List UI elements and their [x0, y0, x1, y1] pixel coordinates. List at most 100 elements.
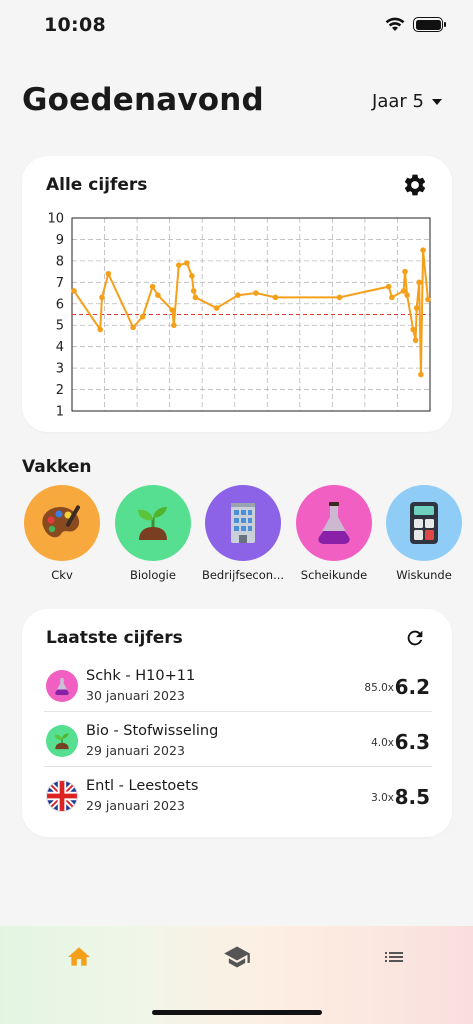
data-point: [385, 283, 392, 290]
data-point: [155, 292, 161, 298]
flask-icon: [46, 670, 78, 702]
data-point: [71, 288, 77, 294]
grade-date: 30 januari 2023: [86, 688, 185, 703]
data-point: [400, 288, 407, 294]
data-point: [99, 294, 105, 301]
data-point: [175, 262, 182, 268]
subject-biologie[interactable]: Biologie: [108, 485, 198, 582]
subject-ckv[interactable]: Ckv: [17, 485, 107, 582]
data-point: [336, 294, 343, 301]
subject-label: Wiskunde: [396, 568, 452, 582]
refresh-icon[interactable]: [404, 627, 426, 649]
data-point: [418, 371, 424, 378]
chart-card-title: Alle cijfers: [46, 175, 148, 195]
header: Goedenavond Jaar 5: [22, 82, 452, 126]
grade-value: 6.2: [394, 675, 430, 699]
data-point: [213, 305, 220, 311]
wifi-icon: [385, 17, 405, 31]
subjects-section-title: Vakken: [22, 457, 92, 477]
data-point: [189, 273, 195, 279]
data-point: [139, 313, 146, 320]
year-selector[interactable]: Jaar 5: [372, 91, 442, 112]
tab-subjects[interactable]: [217, 942, 257, 972]
grade-title: Schk - H10+11: [86, 668, 196, 684]
grade-row[interactable]: Entl - Leestoets 29 januari 2023 3.0x 8.…: [44, 767, 432, 822]
data-point: [190, 288, 197, 294]
y-tick-label: 4: [56, 340, 64, 355]
y-tick-label: 9: [56, 233, 64, 248]
grade-row[interactable]: Bio - Stofwisseling 29 januari 2023 4.0x…: [44, 712, 432, 767]
y-tick-label: 8: [56, 254, 64, 269]
sprout-icon: [46, 725, 78, 757]
year-selector-label: Jaar 5: [372, 91, 424, 112]
uk-flag-icon: [46, 780, 78, 812]
data-point: [420, 247, 426, 253]
sprout-icon: [115, 485, 191, 561]
home-icon: [68, 947, 90, 966]
subject-bedrijfseconomie[interactable]: Bedrijfsecon...: [198, 485, 288, 582]
data-point: [171, 322, 177, 329]
grade-title: Entl - Leestoets: [86, 778, 199, 794]
grade-value: 6.3: [394, 730, 430, 754]
series-line: [73, 249, 429, 376]
grade-row[interactable]: Schk - H10+11 30 januari 2023 85.0x 6.2: [44, 657, 432, 712]
data-point: [389, 294, 395, 301]
data-point: [425, 296, 431, 303]
data-point: [253, 290, 259, 296]
grade-title: Bio - Stofwisseling: [86, 723, 219, 739]
grades-line-chart: 1 2 3 4 5 6 7 8 9 10: [47, 212, 431, 419]
data-point: [416, 279, 422, 286]
data-point: [410, 326, 416, 333]
grade-date: 29 januari 2023: [86, 743, 185, 758]
data-point: [169, 307, 176, 314]
data-point: [272, 294, 279, 301]
subject-label: Ckv: [51, 568, 73, 582]
data-point: [413, 305, 420, 311]
caret-down-icon: [432, 98, 442, 105]
latest-grades-card: Laatste cijfers Schk - H10+11 30 januari…: [22, 609, 452, 837]
data-point: [130, 324, 136, 331]
palette-icon: [24, 485, 100, 561]
subject-label: Bedrijfsecon...: [201, 568, 285, 582]
status-bar: 10:08: [0, 0, 473, 54]
building-icon: [205, 485, 281, 561]
grades-card-title: Laatste cijfers: [46, 628, 183, 648]
grade-value: 8.5: [394, 785, 430, 809]
y-tick-label: 7: [56, 276, 64, 291]
subjects-list: Ckv Biologie Bedri: [0, 485, 473, 585]
y-tick-label: 2: [56, 383, 64, 398]
data-point: [402, 268, 408, 275]
tab-bar: [0, 926, 473, 1024]
data-point: [105, 270, 112, 277]
data-point: [412, 337, 419, 344]
grade-weight: 4.0x: [371, 737, 394, 749]
subject-wiskunde[interactable]: Wiskunde: [379, 485, 469, 582]
grade-weight: 3.0x: [371, 792, 394, 804]
y-tick-label: 6: [56, 297, 64, 312]
y-tick-label: 10: [47, 212, 64, 227]
data-point: [184, 260, 190, 266]
y-tick-label: 1: [56, 405, 64, 419]
tab-list[interactable]: [374, 942, 414, 972]
status-time: 10:08: [44, 14, 106, 36]
gear-icon[interactable]: [402, 172, 428, 198]
subject-scheikunde[interactable]: Scheikunde: [289, 485, 379, 582]
flask-icon: [296, 485, 372, 561]
data-point: [235, 292, 241, 298]
y-tick-label: 5: [56, 319, 64, 334]
tab-home[interactable]: [59, 942, 99, 972]
y-tick-label: 3: [56, 362, 64, 377]
data-point: [97, 326, 103, 333]
greeting-title: Goedenavond: [22, 82, 264, 118]
calculator-icon: [386, 485, 462, 561]
home-indicator: [152, 1010, 322, 1015]
all-grades-card: Alle cijfers 1 2 3 4 5 6 7 8 9 10: [22, 156, 452, 432]
status-icons: [385, 17, 446, 32]
grade-weight: 85.0x: [364, 682, 394, 694]
data-point: [192, 294, 199, 301]
graduation-cap-icon: [224, 946, 250, 968]
data-point: [149, 283, 156, 290]
subject-label: Biologie: [130, 568, 176, 582]
list-icon: [385, 952, 403, 962]
data-point: [404, 292, 410, 298]
